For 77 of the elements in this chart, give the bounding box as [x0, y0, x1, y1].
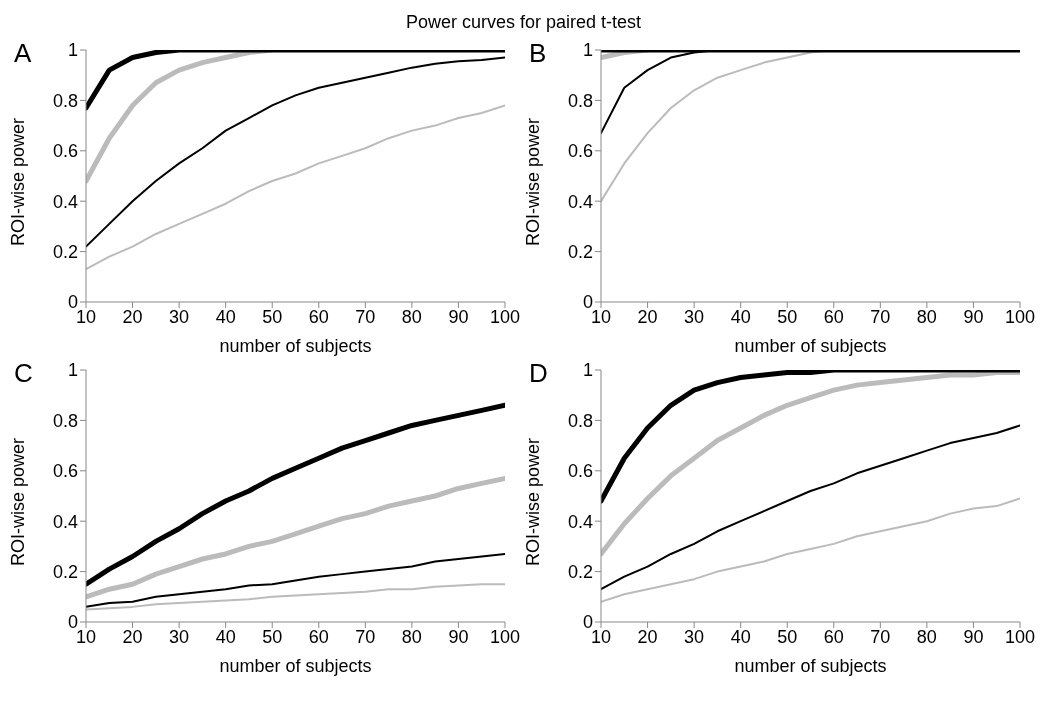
x-axis-title: number of subjects [219, 656, 372, 676]
text: C [14, 358, 33, 389]
x-tick-label: 80 [916, 306, 937, 327]
x-tick-label: 60 [823, 626, 844, 647]
x-axis-title: number of subjects [734, 336, 887, 356]
y-tick-label: 0.2 [567, 241, 593, 262]
x-tick-label: 100 [1004, 626, 1036, 647]
y-tick-label: 0.2 [567, 561, 593, 582]
x-tick-label: 20 [122, 626, 143, 647]
y-tick-label: 0.4 [52, 191, 78, 212]
text: B [529, 38, 547, 69]
x-tick-label: 70 [870, 306, 891, 327]
x-axis-title: number of subjects [219, 336, 372, 356]
y-tick-label: 0.6 [52, 461, 78, 482]
x-tick-label: 90 [448, 626, 469, 647]
y-tick-label: 0.8 [567, 90, 593, 111]
x-tick-label: 20 [637, 626, 658, 647]
x-tick-label: 10 [75, 626, 97, 647]
x-tick-label: 60 [308, 306, 329, 327]
text: D [529, 358, 548, 389]
y-axis-title: ROI-wise power [523, 437, 544, 566]
x-tick-label: 60 [823, 306, 844, 327]
x-tick-label: 70 [355, 626, 376, 647]
x-tick-label: 40 [215, 626, 236, 647]
x-axis-title: number of subjects [734, 656, 887, 676]
x-tick-label: 30 [684, 626, 705, 647]
x-tick-label: 50 [262, 306, 283, 327]
y-tick-label: 0.2 [52, 241, 78, 262]
x-tick-label: 50 [777, 306, 798, 327]
x-tick-label: 30 [169, 306, 190, 327]
x-tick-label: 10 [590, 306, 612, 327]
x-tick-label: 30 [684, 306, 705, 327]
x-tick-label: 40 [730, 626, 751, 647]
chart-title: Power curves for paired t-test [404, 11, 643, 34]
x-tick-label: 80 [401, 306, 422, 327]
y-tick-label: 0 [67, 612, 78, 633]
y-tick-label: 1 [582, 360, 593, 381]
y-tick-label: 0.2 [52, 561, 78, 582]
y-tick-label: 0.4 [567, 511, 593, 532]
y-axis-title: ROI-wise power [8, 117, 29, 246]
x-tick-label: 30 [169, 626, 190, 647]
y-tick-label: 0.6 [52, 141, 78, 162]
x-tick-label: 90 [448, 306, 469, 327]
y-tick-label: 1 [582, 40, 593, 61]
x-tick-label: 50 [777, 626, 798, 647]
y-tick-label: 0.4 [567, 191, 593, 212]
x-tick-label: 10 [75, 306, 97, 327]
y-tick-label: 0.8 [52, 90, 78, 111]
y-tick-label: 0.6 [567, 141, 593, 162]
x-tick-label: 100 [489, 306, 521, 327]
x-tick-label: 60 [308, 626, 329, 647]
y-tick-label: 0 [582, 612, 593, 633]
y-axis-title: ROI-wise power [523, 117, 544, 246]
x-tick-label: 90 [963, 306, 984, 327]
x-tick-label: 80 [401, 626, 422, 647]
x-tick-label: 40 [215, 306, 236, 327]
y-tick-label: 0.6 [567, 461, 593, 482]
x-tick-label: 90 [963, 626, 984, 647]
x-tick-label: 50 [262, 626, 283, 647]
x-tick-label: 70 [870, 626, 891, 647]
y-tick-label: 0.8 [567, 410, 593, 431]
text: A [14, 38, 32, 69]
x-tick-label: 70 [355, 306, 376, 327]
x-tick-label: 80 [916, 626, 937, 647]
y-tick-label: 1 [67, 40, 78, 61]
y-tick-label: 1 [67, 360, 78, 381]
x-tick-label: 20 [122, 306, 143, 327]
y-axis-title: ROI-wise power [8, 437, 29, 566]
x-tick-label: 10 [590, 626, 612, 647]
y-tick-label: 0 [582, 292, 593, 313]
y-tick-label: 0.4 [52, 511, 78, 532]
x-tick-label: 100 [489, 626, 521, 647]
x-tick-label: 40 [730, 306, 751, 327]
y-tick-label: 0 [67, 292, 78, 313]
x-tick-label: 20 [637, 306, 658, 327]
x-tick-label: 100 [1004, 306, 1036, 327]
y-tick-label: 0.8 [52, 410, 78, 431]
